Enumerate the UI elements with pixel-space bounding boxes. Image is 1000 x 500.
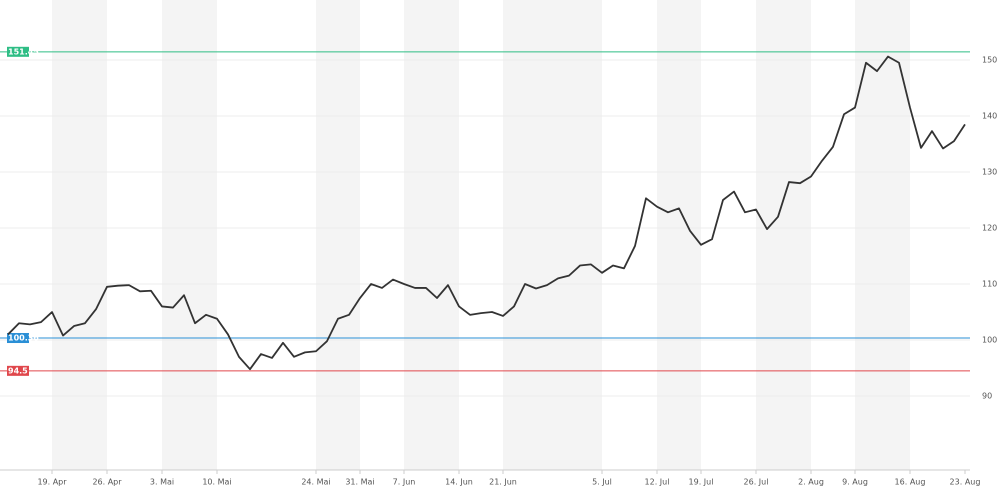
price-line: [7, 55, 966, 371]
week-band: [855, 0, 910, 470]
x-tick-label: 31. Mai: [345, 478, 374, 487]
x-tick-label: 23. Aug: [950, 478, 981, 487]
x-tick-label: 26. Apr: [92, 478, 122, 487]
x-tick-label: 19. Apr: [37, 478, 67, 487]
x-tick-label: 12. Jul: [645, 478, 670, 487]
level-tag: [7, 365, 29, 376]
y-tick-label: 150: [982, 55, 997, 64]
level-label: 151.45: [8, 47, 39, 56]
week-band: [162, 0, 217, 470]
x-tick-label: 24. Mai: [301, 478, 330, 487]
x-tick-label: 19. Jul: [689, 478, 714, 487]
week-band: [503, 0, 602, 470]
level-tag: [7, 46, 29, 57]
week-band: [404, 0, 459, 470]
level-label: 100.36: [8, 334, 39, 343]
x-tick-label: 21. Jun: [489, 478, 517, 487]
y-tick-label: 140: [982, 111, 997, 120]
x-tick-label: 2. Aug: [798, 478, 824, 487]
y-tick-label: 110: [982, 280, 997, 289]
week-band: [756, 0, 811, 470]
x-tick-label: 14. Jun: [445, 478, 473, 487]
x-tick-label: 26. Jul: [744, 478, 769, 487]
level-label: 94.5: [8, 366, 28, 375]
y-tick-label: 120: [982, 223, 997, 232]
x-tick-label: 3. Mai: [150, 478, 174, 487]
level-tag: [7, 333, 29, 344]
week-band: [52, 0, 107, 470]
x-tick-label: 9. Aug: [842, 478, 868, 487]
y-tick-label: 130: [982, 167, 997, 176]
x-tick-label: 10. Mai: [202, 478, 231, 487]
x-tick-label: 7. Jun: [393, 478, 416, 487]
week-band: [316, 0, 360, 470]
x-tick-label: 5. Jul: [592, 478, 612, 487]
y-tick-label: 100: [982, 336, 997, 345]
y-tick-label: 90: [982, 392, 992, 401]
x-tick-label: 16. Aug: [895, 478, 926, 487]
